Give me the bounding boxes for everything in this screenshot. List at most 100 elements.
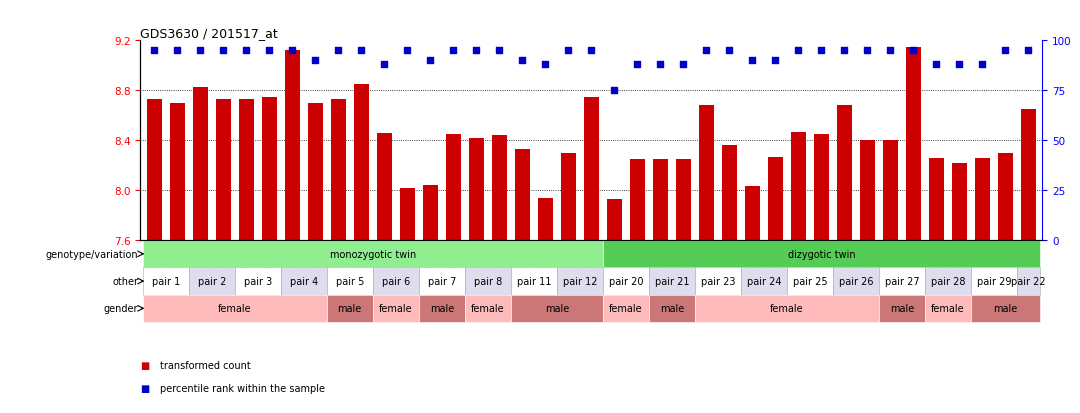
Bar — [147, 100, 162, 241]
Bar — [327, 268, 373, 295]
Text: pair 28: pair 28 — [931, 276, 966, 286]
Bar — [373, 295, 419, 322]
Point — [329, 48, 347, 55]
Text: female: female — [770, 304, 804, 313]
Bar — [1021, 110, 1036, 241]
Point — [698, 48, 715, 55]
Point — [881, 48, 899, 55]
Point — [859, 48, 876, 55]
Point — [559, 48, 577, 55]
Bar — [557, 268, 603, 295]
Point — [399, 48, 416, 55]
Text: male: male — [994, 304, 1017, 313]
Bar — [745, 187, 760, 241]
Point — [307, 58, 324, 64]
Point — [514, 58, 531, 64]
Bar — [464, 268, 511, 295]
Bar — [924, 295, 971, 322]
Bar — [676, 160, 691, 241]
Point — [490, 48, 508, 55]
Bar — [699, 106, 714, 241]
Bar — [860, 141, 875, 241]
Bar — [239, 100, 254, 241]
Bar — [768, 157, 783, 241]
Point — [606, 88, 623, 95]
Point — [629, 62, 646, 69]
Bar — [327, 295, 373, 322]
Text: pair 20: pair 20 — [608, 276, 643, 286]
Point — [238, 48, 255, 55]
Bar — [373, 268, 419, 295]
Bar — [422, 186, 437, 241]
Point — [168, 48, 186, 55]
Bar — [189, 268, 234, 295]
Bar — [787, 268, 833, 295]
Text: pair 26: pair 26 — [838, 276, 873, 286]
Bar — [464, 295, 511, 322]
Bar — [652, 160, 667, 241]
Text: male: male — [338, 304, 362, 313]
Text: pair 8: pair 8 — [474, 276, 502, 286]
Text: genotype/variation: genotype/variation — [45, 249, 138, 259]
Bar — [561, 153, 576, 241]
Text: pair 7: pair 7 — [428, 276, 456, 286]
Bar — [511, 295, 603, 322]
Bar — [833, 268, 879, 295]
Text: pair 25: pair 25 — [793, 276, 827, 286]
Bar — [649, 295, 694, 322]
Point — [997, 48, 1014, 55]
Bar — [538, 198, 553, 241]
Text: GDS3630 / 201517_at: GDS3630 / 201517_at — [140, 27, 279, 40]
Point — [421, 58, 438, 64]
Text: female: female — [379, 304, 413, 313]
Point — [215, 48, 232, 55]
Point — [720, 48, 738, 55]
Text: pair 22: pair 22 — [1011, 276, 1045, 286]
Bar — [607, 199, 622, 241]
Bar — [419, 295, 464, 322]
Text: male: male — [430, 304, 454, 313]
Point — [905, 48, 922, 55]
Bar — [837, 106, 852, 241]
Bar — [649, 268, 694, 295]
Bar — [814, 135, 828, 241]
Bar — [694, 295, 879, 322]
Bar — [971, 268, 1017, 295]
Bar — [143, 295, 327, 322]
Text: male: male — [544, 304, 569, 313]
Bar — [491, 136, 507, 241]
Bar — [721, 146, 737, 241]
Bar — [354, 85, 368, 241]
Text: gender: gender — [104, 304, 138, 313]
Text: pair 24: pair 24 — [746, 276, 781, 286]
Point — [376, 62, 393, 69]
Bar — [419, 268, 464, 295]
Bar — [584, 97, 598, 241]
Point — [191, 48, 208, 55]
Bar — [446, 135, 461, 241]
Point — [675, 62, 692, 69]
Bar — [261, 97, 276, 241]
Bar — [879, 268, 924, 295]
Bar — [143, 268, 189, 295]
Bar — [971, 295, 1040, 322]
Bar — [951, 164, 967, 241]
Point — [583, 48, 600, 55]
Point — [789, 48, 807, 55]
Text: ■: ■ — [140, 383, 150, 393]
Bar — [285, 51, 300, 241]
Text: transformed count: transformed count — [160, 361, 251, 370]
Text: other: other — [112, 276, 138, 286]
Text: monozygotic twin: monozygotic twin — [329, 249, 416, 259]
Bar — [879, 295, 924, 322]
Text: female: female — [218, 304, 252, 313]
Text: male: male — [890, 304, 914, 313]
Bar — [791, 132, 806, 241]
Point — [1020, 48, 1037, 55]
Text: pair 29: pair 29 — [976, 276, 1011, 286]
Text: pair 1: pair 1 — [151, 276, 180, 286]
Point — [284, 48, 301, 55]
Bar — [469, 138, 484, 241]
Bar — [694, 268, 741, 295]
Text: pair 27: pair 27 — [885, 276, 919, 286]
